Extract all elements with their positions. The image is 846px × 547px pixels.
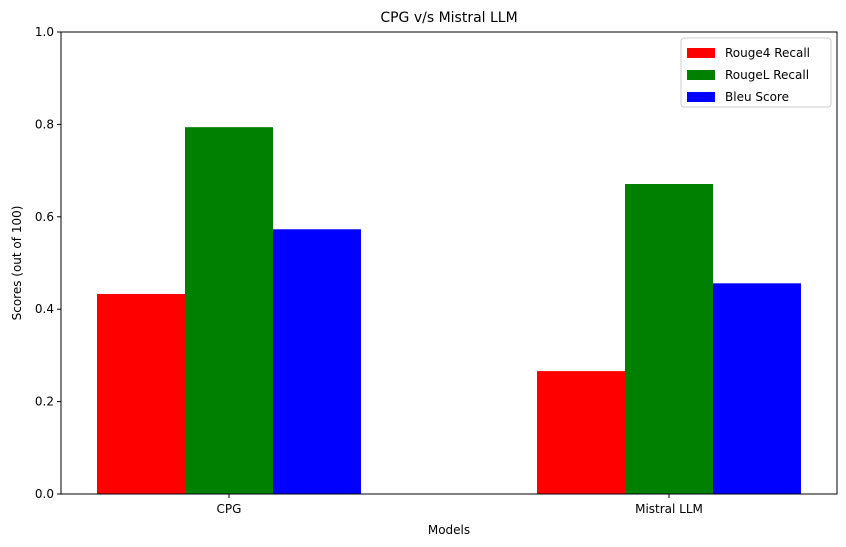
- y-tick-label: 0.6: [35, 210, 54, 224]
- y-tick-label: 0.4: [35, 302, 54, 316]
- bar-bleu-score-mistral-llm: [713, 283, 801, 494]
- bar-bleu-score-cpg: [273, 229, 361, 495]
- bar-rougel-recall-cpg: [185, 127, 273, 494]
- y-tick-label: 1.0: [35, 25, 54, 39]
- y-axis: 0.0 0.2 0.4 0.6 0.8 1.0: [35, 25, 61, 501]
- bar-rougel-recall-mistral-llm: [625, 183, 713, 495]
- chart-title: CPG v/s Mistral LLM: [380, 10, 517, 26]
- legend-entry-label: Bleu Score: [725, 90, 789, 104]
- x-tick-label: CPG: [217, 502, 242, 516]
- legend-swatch: [687, 92, 715, 102]
- x-tick-label: Mistral LLM: [635, 502, 703, 516]
- y-tick-label: 0.0: [35, 487, 54, 501]
- y-tick-label: 0.2: [35, 395, 54, 409]
- legend-swatch: [687, 70, 715, 80]
- legend-swatch: [687, 48, 715, 58]
- x-axis-label: Models: [428, 523, 470, 537]
- legend-box: [680, 37, 832, 108]
- y-axis-label: Scores (out of 100): [10, 206, 24, 321]
- bars-group: [97, 127, 801, 495]
- legend-entry-label: RougeL Recall: [725, 68, 809, 82]
- legend-entry-label: Rouge4 Recall: [725, 46, 810, 60]
- legend: Rouge4 Recall RougeL Recall Bleu Score: [680, 37, 832, 108]
- y-tick-label: 0.8: [35, 117, 54, 131]
- x-axis: CPG Mistral LLM: [217, 494, 703, 516]
- bar-rouge4-recall-mistral-llm: [537, 371, 625, 494]
- bar-rouge4-recall-cpg: [97, 293, 185, 494]
- plot-frame: [60, 31, 838, 495]
